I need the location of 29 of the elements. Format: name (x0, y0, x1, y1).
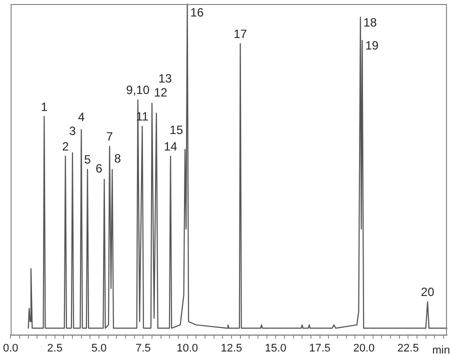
annotation: 18 (363, 16, 378, 30)
annotation: 5 (84, 152, 92, 167)
annotation: 1 (40, 100, 48, 114)
annotation: 7 (106, 130, 114, 144)
x-tick-label: 17.5 (309, 342, 331, 354)
x-tick-label: 5.0 (91, 342, 107, 354)
annotation: 20 (420, 285, 435, 300)
annotation: 13 (158, 71, 172, 86)
annotation: 6 (96, 162, 103, 176)
x-tick-label: 10.0 (176, 342, 198, 354)
x-tick-label: 7.5 (135, 342, 151, 354)
annotation: 15 (170, 122, 184, 137)
x-tick-label: 22.5 (397, 342, 419, 354)
annotation: 12 (154, 86, 168, 100)
annotation: 4 (78, 110, 85, 124)
annotation: 9,10 (126, 83, 150, 98)
annotation: 17 (234, 27, 248, 42)
x-tick-label: 20.0 (353, 342, 375, 354)
annotation: 16 (190, 5, 204, 20)
x-tick-label: 0.0 (2, 342, 18, 354)
x-axis-title: min (432, 344, 450, 356)
x-tick-label: 12.5 (220, 342, 242, 354)
annotation: 2 (62, 139, 70, 154)
annotation: 3 (69, 124, 76, 138)
x-tick-label: 2.5 (47, 342, 62, 354)
annotation: 14 (164, 139, 178, 154)
annotation: 8 (114, 152, 122, 166)
x-tick-label: 15.0 (264, 342, 286, 354)
annotation: 19 (365, 38, 379, 53)
